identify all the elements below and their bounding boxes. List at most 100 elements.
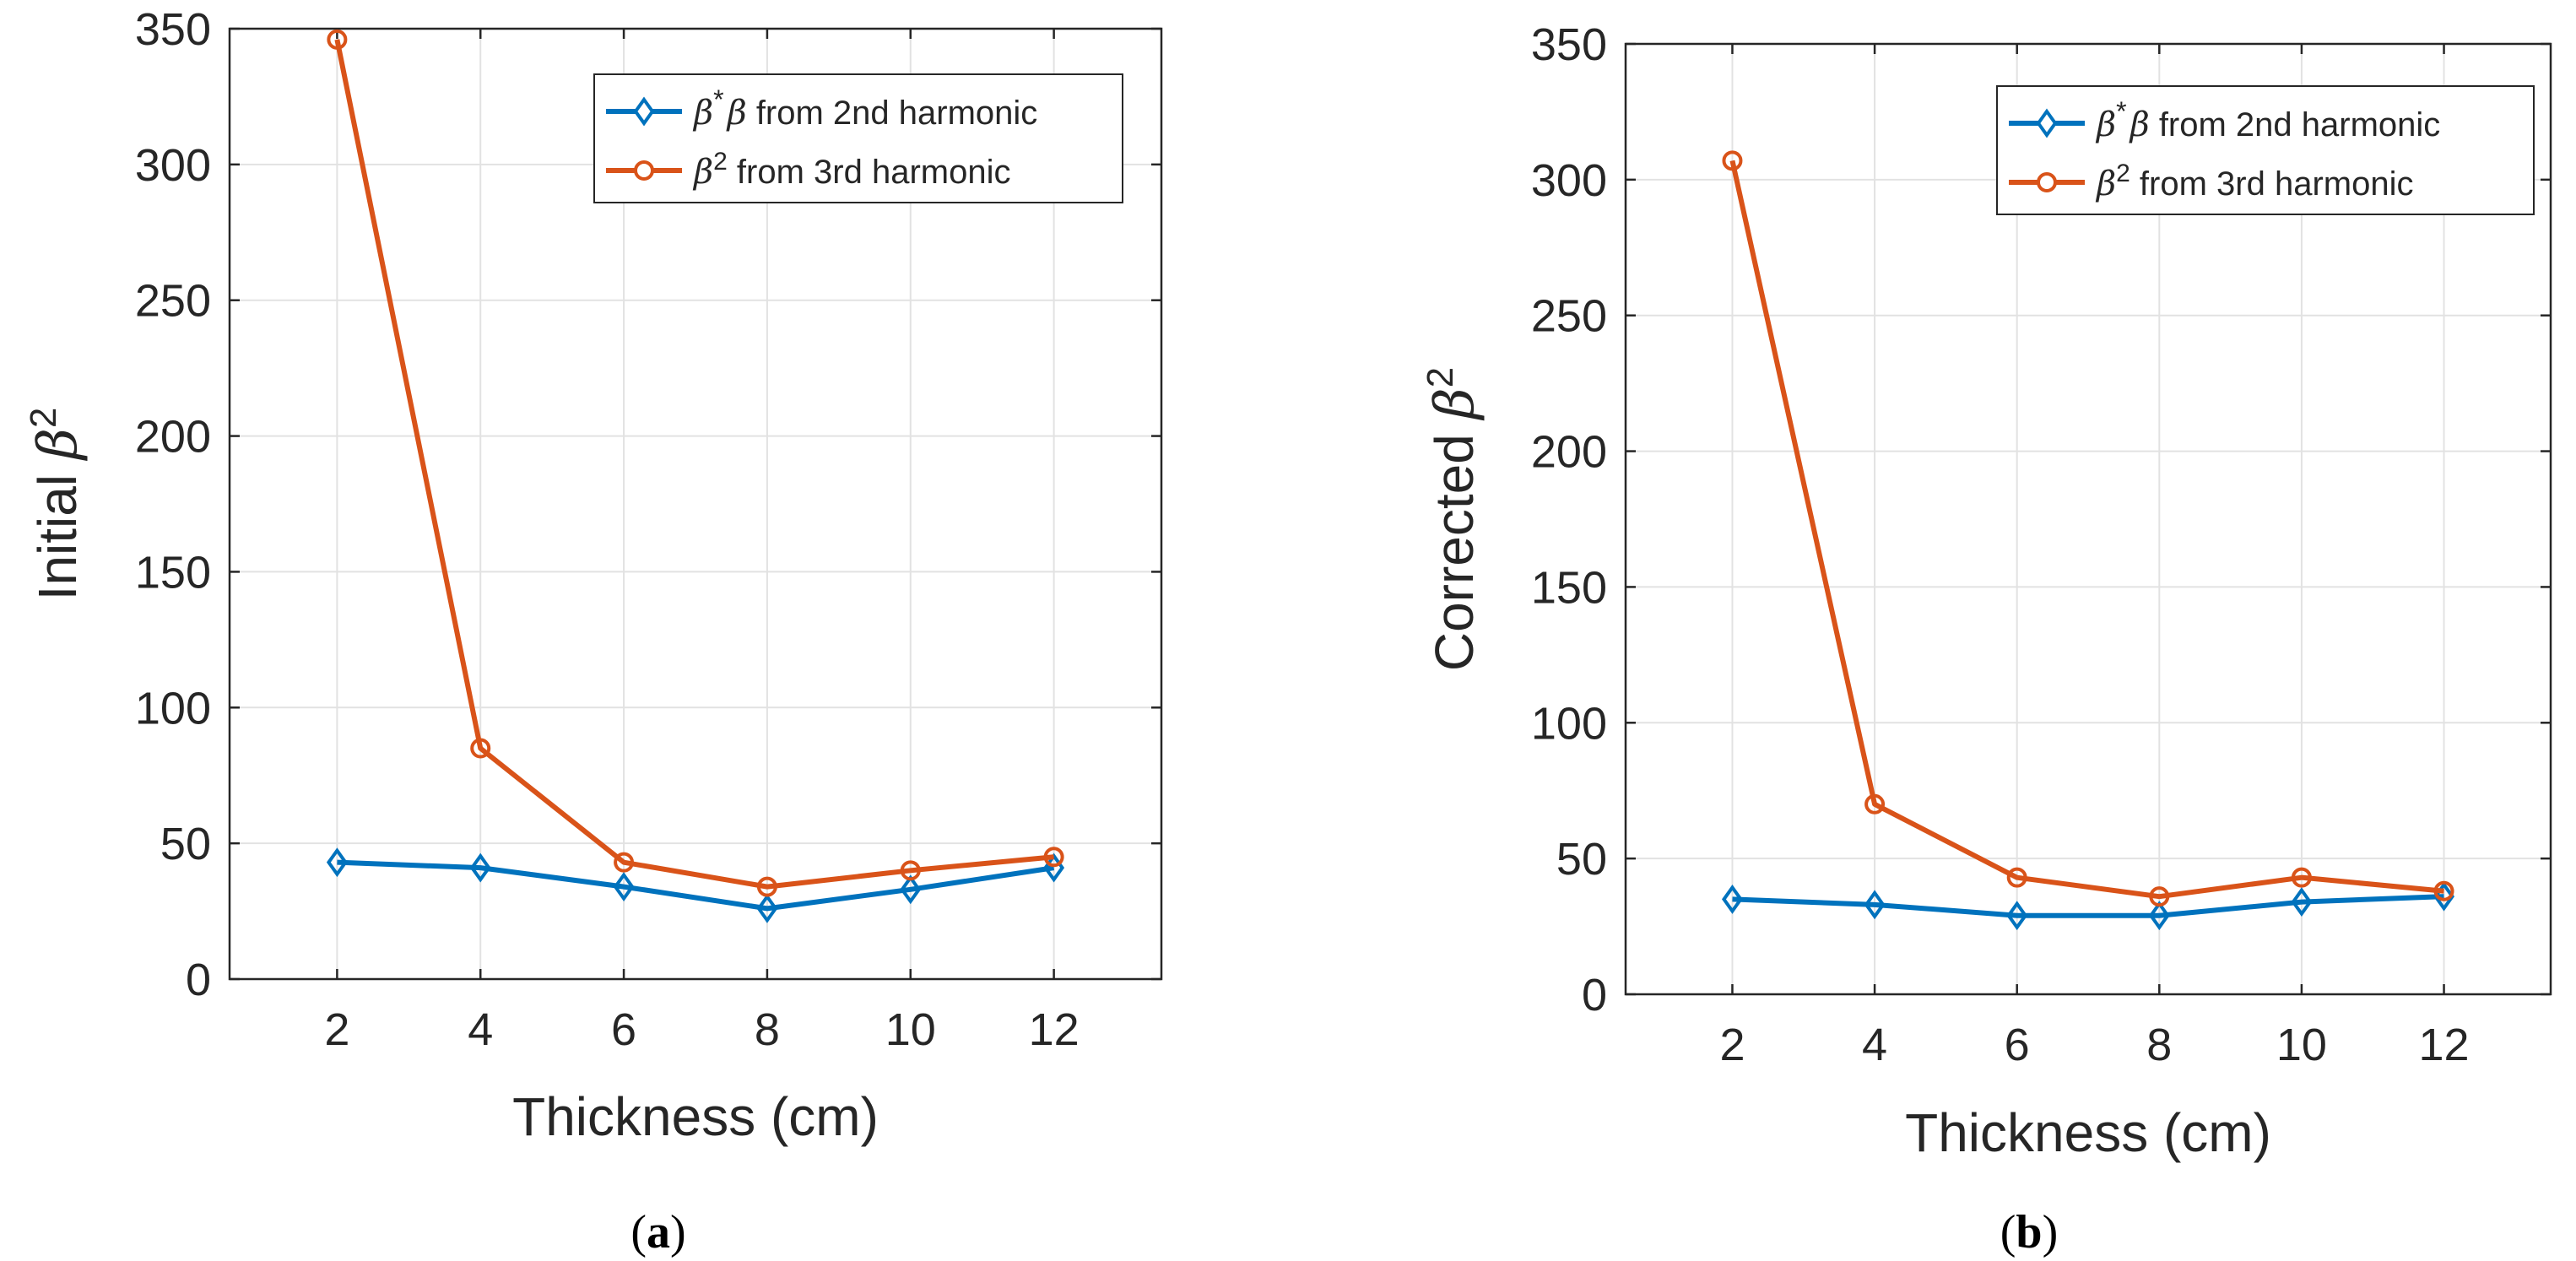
legend-label: β* β from 2nd harmonic	[692, 84, 1037, 133]
legend-marker-diamond	[2036, 108, 2058, 138]
x-tick-label: 10	[2276, 1020, 2327, 1070]
legend-symbol: β	[2129, 106, 2150, 144]
data-point-circle	[327, 29, 348, 50]
caption-open-paren: (	[630, 1206, 647, 1258]
legend-marker-circle	[634, 160, 654, 181]
y-axis-label: Corrected β2	[1420, 367, 1487, 671]
legend-text: from 2nd harmonic	[747, 95, 1038, 132]
series-line	[1729, 160, 2444, 900]
legend-entry: β2 from 3rd harmonic	[606, 148, 1010, 192]
y-tick-label: 100	[135, 683, 211, 733]
panel-caption: (a)	[630, 1206, 685, 1258]
data-point-circle	[1043, 847, 1064, 868]
data-point-diamond	[469, 852, 491, 883]
data-point-circle	[470, 738, 491, 759]
y-axis-label: Initial β2	[23, 408, 90, 601]
series-2	[1722, 150, 2454, 907]
legend-asterisk: *	[713, 84, 723, 115]
data-point-circle	[2291, 867, 2312, 888]
data-point-circle	[2149, 886, 2170, 907]
data-point-diamond	[2148, 901, 2170, 931]
caption-close-paren: )	[670, 1206, 686, 1258]
data-point-circle	[2433, 880, 2454, 901]
x-axis-label: Thickness (cm)	[1905, 1102, 2271, 1163]
x-axis-label: Thickness (cm)	[512, 1086, 879, 1147]
data-point-circle	[756, 876, 777, 897]
legend-symbol: β	[726, 94, 747, 133]
legend-exponent: 2	[2116, 160, 2130, 187]
x-tick-label: 2	[324, 1004, 349, 1055]
legend-symbol: β	[692, 153, 713, 192]
y-tick-label: 300	[1531, 155, 1607, 206]
data-point-circle	[1864, 793, 1886, 815]
caption-open-paren: (	[2000, 1206, 2016, 1258]
series-line	[1732, 894, 2444, 918]
x-tick-label: 4	[1862, 1020, 1887, 1070]
data-point-circle	[2006, 867, 2027, 888]
x-tick-label: 2	[1719, 1020, 1745, 1070]
data-point-circle	[1722, 150, 1743, 171]
legend-entry: β2 from 3rd harmonic	[2009, 160, 2414, 203]
data-point-diamond	[2291, 887, 2313, 917]
y-tick-label: 200	[135, 412, 211, 463]
panel-caption: (b)	[2000, 1206, 2058, 1258]
data-point-diamond	[326, 847, 348, 878]
data-point-diamond	[756, 893, 778, 923]
legend-marker-diamond	[633, 96, 655, 127]
legend-text: from 3rd harmonic	[728, 154, 1011, 191]
legend-entry: β* β from 2nd harmonic	[606, 84, 1037, 133]
legend-text: from 2nd harmonic	[2150, 106, 2441, 143]
y-axis-label-exponent: 2	[23, 408, 64, 428]
chart-panel-a: 2 4 6 8 10 12 0 50 100 150 200 250 300 350 Thickness (…	[23, 4, 1163, 1258]
x-tick-label: 6	[2005, 1020, 2030, 1070]
legend-symbol: β	[2095, 106, 2116, 144]
x-tick-label: 4	[468, 1004, 493, 1055]
legend-box	[593, 73, 1123, 203]
legend-box	[1996, 85, 2535, 215]
y-tick-label: 50	[1556, 834, 1607, 885]
x-tick-label: 6	[611, 1004, 636, 1055]
y-tick-label: 0	[1582, 970, 1607, 1020]
axes-box	[228, 27, 1163, 981]
y-axis-label-exponent: 2	[1420, 367, 1461, 387]
legend-label: β2 from 3rd harmonic	[692, 148, 1010, 192]
y-tick-label: 150	[1531, 562, 1607, 613]
y-tick-label: 350	[135, 4, 211, 55]
legend-asterisk: *	[2116, 96, 2126, 127]
y-tick-label: 350	[1531, 19, 1607, 70]
y-tick-label: 0	[186, 955, 211, 1005]
series-line	[337, 859, 1055, 912]
series-line	[334, 39, 1054, 890]
series-2	[327, 29, 1064, 897]
chart-panel-b: 2 4 6 8 10 12 0 50 100 150 200 250 300 350 Thickness (…	[1420, 19, 2552, 1258]
y-tick-label: 100	[1531, 698, 1607, 749]
y-tick-label: 250	[135, 276, 211, 327]
data-point-diamond	[1864, 890, 1886, 920]
x-tick-label: 12	[2418, 1020, 2469, 1070]
y-tick-label: 200	[1531, 427, 1607, 478]
y-tick-label: 250	[1531, 291, 1607, 342]
y-axis-label-text: Initial	[27, 459, 88, 600]
legend-exponent: 2	[713, 148, 728, 176]
y-axis-label-symbol: β	[1424, 387, 1486, 420]
y-tick-label: 150	[135, 547, 211, 598]
legend-symbol: β	[2095, 165, 2116, 203]
legend-entry: β* β from 2nd harmonic	[2009, 96, 2440, 144]
y-axis-label-text: Corrected	[1424, 419, 1485, 671]
legend-label: β* β from 2nd harmonic	[2095, 96, 2440, 144]
y-tick-label: 50	[160, 819, 211, 869]
legend-text: from 3rd harmonic	[2130, 165, 2414, 203]
caption-letter: a	[647, 1206, 670, 1258]
data-point-circle	[900, 860, 921, 881]
data-point-diamond	[2006, 901, 2028, 931]
caption-close-paren: )	[2043, 1206, 2059, 1258]
y-axis-label-symbol: β	[27, 428, 89, 461]
data-point-circle	[614, 852, 635, 873]
x-tick-label: 10	[885, 1004, 936, 1055]
series-1	[326, 847, 1065, 923]
x-tick-label: 12	[1029, 1004, 1080, 1055]
series-1	[1722, 881, 2454, 931]
